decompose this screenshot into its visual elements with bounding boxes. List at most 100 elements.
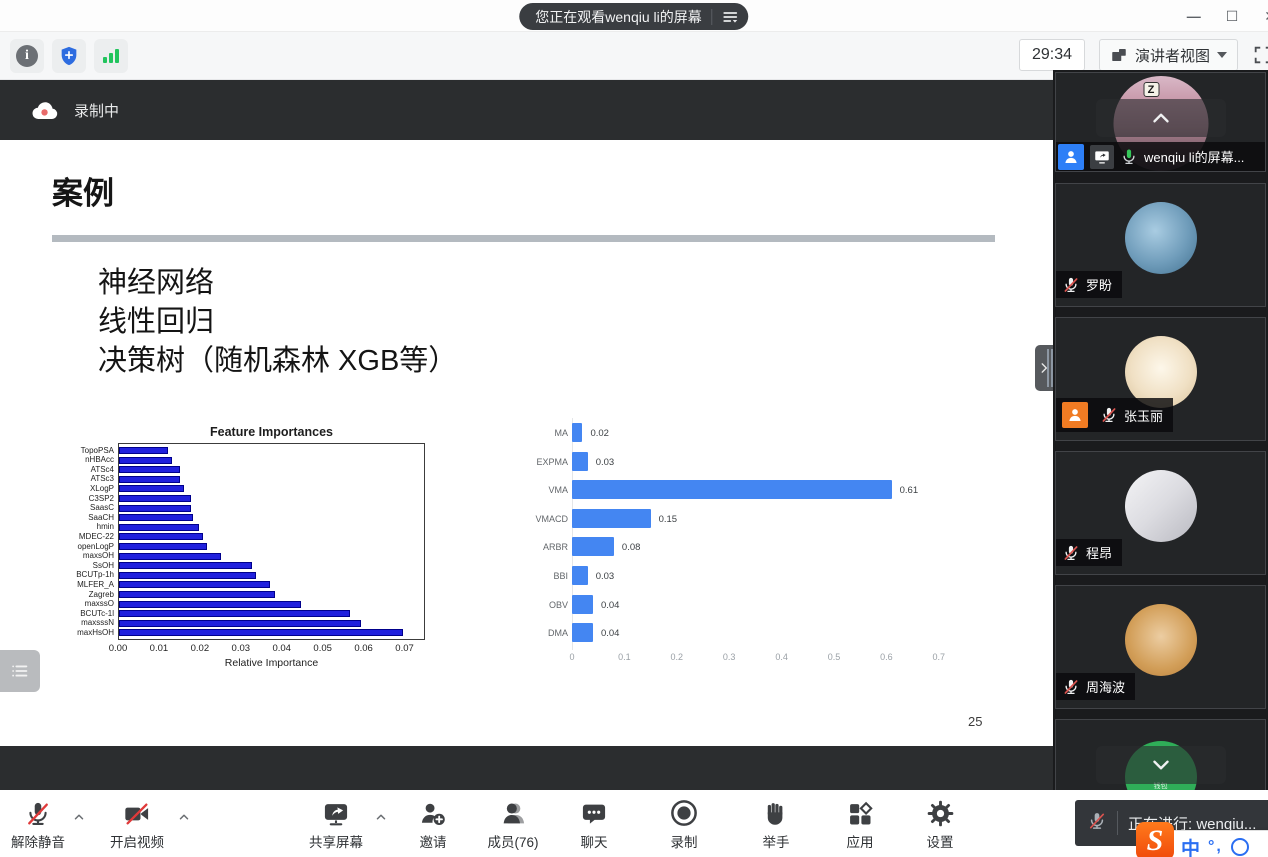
collapse-strip-down[interactable] [1095, 746, 1226, 784]
toolbar-record-button[interactable]: 录制 [639, 796, 729, 851]
toolbar-raise-hand-button[interactable]: 举手 [731, 796, 821, 851]
members-icon [468, 796, 558, 828]
toolbar-apps-button[interactable]: 应用 [815, 796, 905, 851]
data-label: 0.08 [621, 542, 641, 554]
fullscreen-button[interactable] [1252, 39, 1268, 71]
hamburger-icon [723, 11, 738, 23]
slide-title: 案例 [52, 176, 114, 211]
ime-punctuation-indicator[interactable]: °, [1208, 838, 1223, 855]
info-icon: i [16, 45, 38, 67]
slide-divider [52, 235, 995, 242]
y-tick-label: VMA [548, 485, 568, 496]
view-mode-button[interactable]: 演讲者视图 [1098, 39, 1238, 71]
ime-mode-indicator[interactable]: 中 [1181, 838, 1201, 857]
y-tick-label: EXPMA [536, 456, 568, 467]
toolbar-start-video-button[interactable]: 开启视频 [92, 796, 182, 851]
maximize-button[interactable]: ☐ [1225, 7, 1239, 24]
apps-icon [815, 796, 905, 828]
toolbar-share-screen-chevron[interactable] [374, 810, 390, 826]
collapse-strip-up[interactable] [1095, 99, 1226, 137]
toolbar-top-right: 29:34 演讲者视图 [1018, 39, 1268, 71]
host-badge-icon [1062, 402, 1088, 428]
bottom-toolbar: 解除静音 开启视频 共享屏幕 邀请 成员(76) 聊天 录制 举手 应用 设置 [0, 790, 1268, 857]
avatar-z-bubble: Z [1143, 82, 1159, 97]
record-icon [639, 796, 729, 828]
toolbar-label: 解除静音 [11, 835, 65, 850]
participant-tile[interactable]: 程昂 [1055, 451, 1266, 575]
y-tick-label: MDEC-22 [78, 531, 114, 541]
toolbar-unmute-chevron[interactable] [72, 810, 88, 826]
avatar [1124, 336, 1197, 408]
unmute-icon [0, 796, 83, 828]
toolbar-label: 应用 [846, 835, 874, 850]
x-tick-label: 0.01 [149, 643, 169, 654]
participant-tile[interactable]: 钱包¥0.00 [1055, 719, 1266, 790]
view-mode-label: 演讲者视图 [1134, 47, 1210, 65]
bar [119, 610, 351, 618]
participant-name-chip: 周海波 [1056, 673, 1136, 700]
bar [572, 537, 614, 557]
bar [572, 480, 892, 500]
ime-emoji-button[interactable] [1230, 838, 1249, 856]
bar [119, 581, 271, 589]
y-tick-label: ATSc3 [90, 474, 114, 484]
minimize-button[interactable]: — [1186, 8, 1201, 24]
x-tick-label: 0.5 [827, 652, 841, 662]
y-tick-label: VMACD [535, 513, 568, 524]
participant-name: 张玉丽 [1124, 408, 1164, 424]
screen-options-menu-button[interactable] [723, 10, 739, 24]
toolbar-label: 举手 [762, 835, 790, 850]
shared-screen-region: 录制中 案例 神经网络 线性回归 决策树（随机森林 XGB等） Feature … [0, 80, 1053, 790]
meeting-timer: 29:34 [1018, 39, 1085, 71]
avatar [1124, 604, 1197, 676]
y-tick-label: openLogP [77, 541, 114, 551]
toolbar-label: 共享屏幕 [309, 835, 363, 850]
indicator-importance-chart: MA 0.02 EXPMA 0.03 VMA 0.61 VMACD 0.15 ARBR 0.08 B… [535, 418, 975, 668]
network-quality-button[interactable] [94, 39, 128, 73]
data-label: 0.04 [600, 628, 620, 640]
meeting-info-button[interactable]: i [10, 39, 44, 73]
chart-title: Feature Importances [210, 425, 333, 439]
bar [119, 591, 275, 598]
ime-strip: 中 °, [1164, 830, 1268, 857]
x-tick-label: 0.07 [395, 643, 414, 654]
splitter-handle[interactable] [1047, 349, 1055, 387]
data-label: 0.15 [658, 513, 678, 525]
x-tick-label: 0 [569, 652, 575, 662]
toolbar-unmute-button[interactable]: 解除静音 [0, 796, 83, 851]
participant-tile[interactable]: 罗盼 [1055, 183, 1266, 307]
toolbar-start-video-chevron[interactable] [177, 810, 193, 826]
x-tick-label: 0.3 [722, 652, 736, 662]
security-button[interactable] [52, 39, 86, 73]
toolbar-label: 设置 [926, 835, 954, 850]
toolbar-label: 邀请 [419, 835, 447, 850]
cloud-recording-icon [32, 101, 58, 119]
ime-toolbar[interactable]: 中 °, S [1136, 822, 1268, 857]
toolbar-settings-button[interactable]: 设置 [895, 796, 985, 851]
y-tick-label: OBV [548, 599, 568, 610]
bar [119, 552, 222, 560]
participant-name-chip: wenqiu li的屏幕... [1056, 142, 1265, 171]
toolbar-invite-button[interactable]: 邀请 [388, 796, 478, 851]
annotation-toolbar-toggle[interactable] [0, 650, 40, 692]
toolbar-share-screen-button[interactable]: 共享屏幕 [291, 796, 381, 851]
participant-tile[interactable]: 周海波 [1055, 585, 1266, 709]
chevron-down-icon [1217, 52, 1227, 58]
close-button[interactable]: ✕ [1264, 8, 1268, 25]
participant-tile[interactable]: 张玉丽 [1055, 317, 1266, 441]
avatar-caption: 钱包 [1153, 783, 1168, 790]
y-tick-label: BCUTc-1l [80, 608, 114, 618]
y-tick-label: SsOH [92, 560, 114, 570]
bar [572, 508, 651, 528]
participant-name-chip: 张玉丽 [1056, 398, 1174, 432]
y-tick-label: XLogP [89, 483, 114, 493]
toolbar-top-left: i [10, 39, 128, 73]
toolbar-members-button[interactable]: 成员(76) [468, 796, 558, 851]
participant-name: 周海波 [1086, 680, 1126, 695]
y-tick-label: BBI [553, 571, 568, 581]
toolbar-chat-button[interactable]: 聊天 [549, 796, 639, 851]
sogou-logo[interactable]: S [1136, 822, 1174, 857]
